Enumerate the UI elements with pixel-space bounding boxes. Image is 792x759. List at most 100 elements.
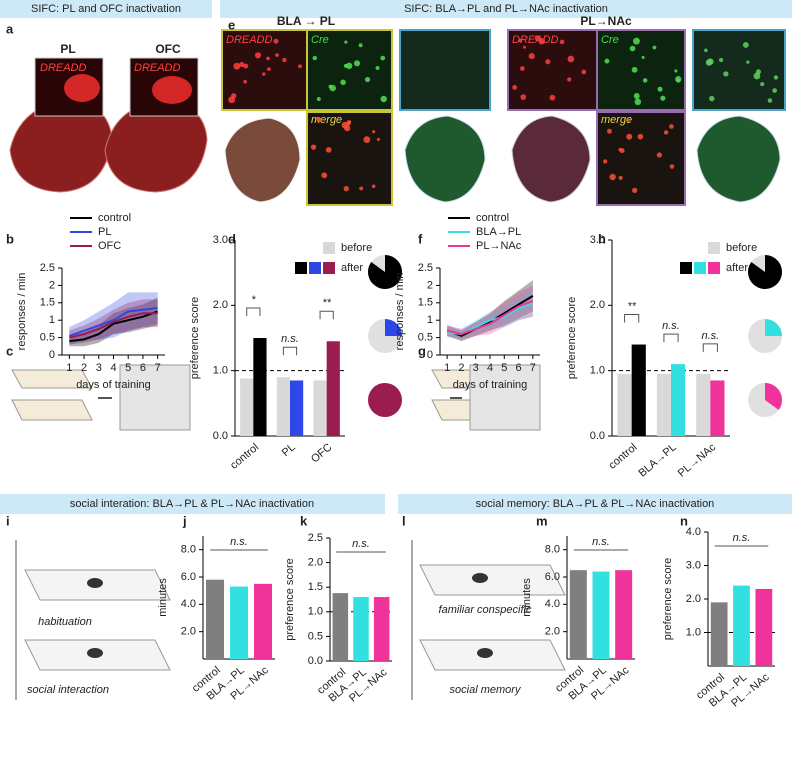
image-label: PL (60, 42, 75, 56)
sig-label: n.s. (230, 536, 248, 548)
y-tick-label: 1.5 (308, 581, 323, 593)
brain-section (696, 115, 781, 203)
legend-swatch (708, 242, 720, 254)
sig-label: n.s. (281, 333, 299, 345)
y-tick-label: 0 (49, 349, 55, 361)
y-axis-label: responses / min (16, 273, 28, 351)
bar (592, 571, 610, 659)
x-tick-label: 1 (66, 362, 72, 374)
cell (633, 37, 640, 45)
cell (316, 117, 322, 123)
cell (380, 55, 386, 61)
banner-title: social interation: BLA→PL & PL→NAc inact… (70, 498, 314, 510)
legend-swatch (680, 262, 692, 274)
image-label: Cre (601, 34, 619, 46)
cell (243, 79, 247, 84)
cell (626, 118, 630, 122)
cell (380, 95, 387, 103)
cell (772, 88, 778, 93)
banner-title: SIFC: PL and OFC inactivation (31, 3, 181, 15)
chart: preference score 0.0 1.0 2.0 3.0 control PL OFC… (189, 234, 402, 472)
y-tick-label: 4.0 (686, 526, 701, 538)
arena (11, 399, 93, 421)
error-band (447, 285, 533, 340)
y-tick-label: 0.0 (213, 430, 228, 442)
bar (290, 380, 304, 436)
x-axis-label: days of training (76, 379, 151, 391)
panel-letter: h (598, 231, 606, 246)
y-axis-label: responses / min (394, 273, 406, 351)
image-label: PL→NAc (580, 14, 632, 28)
bar (332, 593, 349, 661)
banner-title: SIFC: BLA→PL and PL→NAc inactivation (404, 3, 608, 15)
x-tick-label: 3 (473, 362, 479, 374)
y-tick-label: 2.5 (418, 262, 433, 274)
mouse (472, 573, 488, 583)
cell (233, 62, 241, 70)
bar (240, 378, 254, 436)
cell (604, 58, 610, 64)
cell (528, 53, 535, 60)
y-tick-label: 1.0 (308, 606, 323, 618)
cell (674, 69, 678, 73)
y-tick-label: 2 (49, 279, 55, 291)
legend-label: after (341, 262, 363, 274)
cell (321, 172, 328, 179)
image-tile (596, 29, 686, 111)
x-tick-label: control (228, 441, 261, 471)
cell (340, 79, 346, 86)
y-tick-label: 1 (49, 314, 55, 326)
sig-bracket (663, 333, 679, 343)
bar (353, 597, 369, 661)
cell (343, 63, 348, 68)
cell (663, 130, 669, 135)
bar (710, 602, 728, 666)
cell (363, 136, 371, 144)
image-label: DREADD (40, 62, 87, 74)
x-tick-label: 2 (458, 362, 464, 374)
cell (243, 63, 249, 69)
y-tick-label: 2 (427, 279, 433, 291)
image-label: DREADD (226, 34, 273, 46)
mouse (87, 578, 103, 588)
bar (755, 588, 773, 666)
banner-bg (220, 0, 792, 18)
cell (755, 69, 762, 75)
bar (326, 341, 340, 436)
x-tick-label: 2 (81, 362, 87, 374)
cell (559, 39, 565, 45)
cell (371, 184, 376, 189)
line (446, 294, 534, 337)
cell (549, 94, 556, 101)
y-tick-label: 2.0 (545, 626, 560, 638)
y-axis-label: minutes (521, 578, 533, 617)
sig-label: n.s. (733, 532, 751, 544)
image-label: merge (311, 114, 342, 126)
legend-swatch (708, 262, 720, 274)
chart: preference score 1.02.03.04.0controlBLA→P… (662, 526, 775, 710)
legend-label: BLA→PL (476, 226, 521, 238)
image-label: merge (601, 114, 632, 126)
pie-slice (385, 319, 402, 336)
cell (520, 94, 527, 100)
legend-label: after (726, 262, 748, 274)
sig-label: ** (322, 297, 331, 309)
banner-bg (0, 494, 385, 514)
bar (254, 583, 272, 659)
cell (523, 45, 527, 49)
cell (767, 98, 773, 103)
panel-letter: f (418, 231, 423, 246)
cell (310, 144, 317, 150)
cell (239, 61, 245, 68)
cell (358, 43, 363, 48)
x-tick-label: BLA→PL (636, 441, 678, 479)
sig-bracket (319, 310, 334, 320)
cell (343, 185, 349, 192)
cell (282, 57, 287, 63)
legend-swatch (323, 242, 335, 254)
brain-section (404, 115, 486, 203)
legend-label: PL (98, 226, 111, 238)
schematic-label: familiar conspecific (439, 604, 532, 616)
